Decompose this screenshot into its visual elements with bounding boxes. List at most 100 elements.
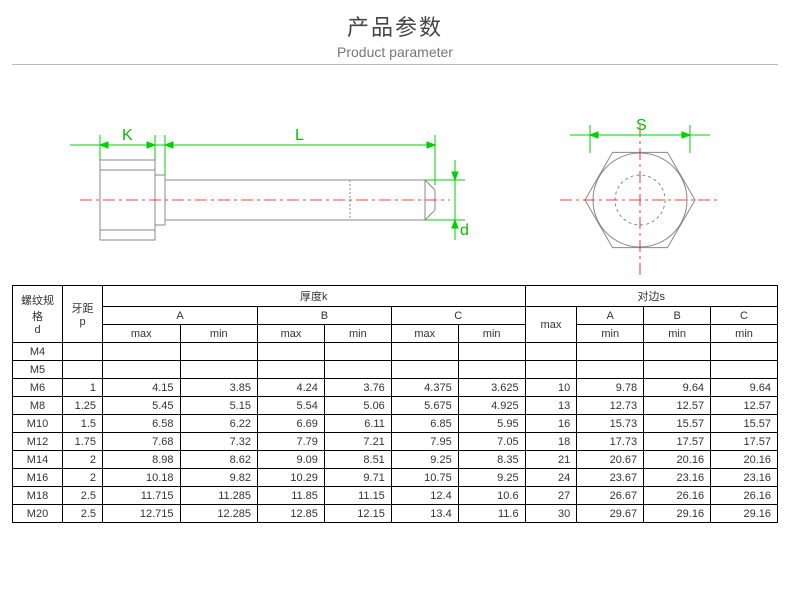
table-cell: 24 bbox=[525, 469, 577, 487]
table-cell: 20.16 bbox=[711, 451, 778, 469]
table-cell: 6.69 bbox=[258, 415, 325, 433]
table-cell: 6.58 bbox=[103, 415, 181, 433]
table-cell: 9.25 bbox=[458, 469, 525, 487]
table-cell: 7.05 bbox=[458, 433, 525, 451]
table-cell: 12.57 bbox=[711, 397, 778, 415]
table-cell: 9.64 bbox=[711, 379, 778, 397]
table-cell: 5.675 bbox=[391, 397, 458, 415]
table-cell: 12.73 bbox=[577, 397, 644, 415]
table-cell bbox=[258, 343, 325, 361]
table-cell: 10.29 bbox=[258, 469, 325, 487]
table-cell: 1.75 bbox=[63, 433, 103, 451]
header-kB-max: max bbox=[258, 325, 325, 343]
table-cell bbox=[577, 361, 644, 379]
table-cell: 5.15 bbox=[180, 397, 258, 415]
table-row: M182.511.71511.28511.8511.1512.410.62726… bbox=[13, 487, 778, 505]
header-k-C: C bbox=[391, 307, 525, 325]
table-cell: M10 bbox=[13, 415, 63, 433]
table-header: 螺纹规格 d 牙距 p 厚度k 对边s A B C max A B C max … bbox=[13, 286, 778, 343]
table-cell: 6.11 bbox=[324, 415, 391, 433]
table-cell: 6.22 bbox=[180, 415, 258, 433]
header-kA-max: max bbox=[103, 325, 181, 343]
table-cell: 8.62 bbox=[180, 451, 258, 469]
table-cell: M6 bbox=[13, 379, 63, 397]
table-cell: 20.67 bbox=[577, 451, 644, 469]
table-cell: 7.68 bbox=[103, 433, 181, 451]
table-cell: 2.5 bbox=[63, 487, 103, 505]
table-row: M4 bbox=[13, 343, 778, 361]
table-cell: M4 bbox=[13, 343, 63, 361]
table-cell: 11.6 bbox=[458, 505, 525, 523]
table-cell: 23.16 bbox=[711, 469, 778, 487]
table-cell bbox=[258, 361, 325, 379]
table-cell: 16 bbox=[525, 415, 577, 433]
table-cell: 8.35 bbox=[458, 451, 525, 469]
table-cell: 9.71 bbox=[324, 469, 391, 487]
table-cell: M5 bbox=[13, 361, 63, 379]
header-kC-max: max bbox=[391, 325, 458, 343]
table-row: M101.56.586.226.696.116.855.951615.7315.… bbox=[13, 415, 778, 433]
table-cell: 26.67 bbox=[577, 487, 644, 505]
table-cell: 17.73 bbox=[577, 433, 644, 451]
table-cell: 8.51 bbox=[324, 451, 391, 469]
table-cell: 11.15 bbox=[324, 487, 391, 505]
table-cell: 4.24 bbox=[258, 379, 325, 397]
table-row: M121.757.687.327.797.217.957.051817.7317… bbox=[13, 433, 778, 451]
header-s-B: B bbox=[644, 307, 711, 325]
table-cell: 12.85 bbox=[258, 505, 325, 523]
table-cell: 29.16 bbox=[644, 505, 711, 523]
table-cell: M18 bbox=[13, 487, 63, 505]
table-cell: 12.715 bbox=[103, 505, 181, 523]
table-cell bbox=[324, 361, 391, 379]
table-cell: 15.73 bbox=[577, 415, 644, 433]
table-cell bbox=[711, 361, 778, 379]
table-cell: 1 bbox=[63, 379, 103, 397]
table-cell bbox=[391, 343, 458, 361]
table-cell: 27 bbox=[525, 487, 577, 505]
title-cn: 产品参数 bbox=[12, 10, 778, 42]
table-cell: M16 bbox=[13, 469, 63, 487]
table-cell bbox=[458, 343, 525, 361]
header-sA-min: min bbox=[577, 325, 644, 343]
header-sC-min: min bbox=[711, 325, 778, 343]
table-cell: 15.57 bbox=[711, 415, 778, 433]
table-cell bbox=[525, 343, 577, 361]
table-cell: 12.15 bbox=[324, 505, 391, 523]
table-cell: 29.67 bbox=[577, 505, 644, 523]
table-cell: 7.79 bbox=[258, 433, 325, 451]
title-bar: 产品参数 Product parameter bbox=[12, 0, 778, 65]
table-cell: 9.78 bbox=[577, 379, 644, 397]
table-row: M81.255.455.155.545.065.6754.9251312.731… bbox=[13, 397, 778, 415]
table-cell: 9.82 bbox=[180, 469, 258, 487]
header-d: 螺纹规格 d bbox=[13, 286, 63, 343]
table-cell: 10.75 bbox=[391, 469, 458, 487]
table-cell bbox=[180, 343, 258, 361]
table-cell: 9.09 bbox=[258, 451, 325, 469]
table-cell: 3.85 bbox=[180, 379, 258, 397]
table-cell: M20 bbox=[13, 505, 63, 523]
table-cell bbox=[63, 343, 103, 361]
table-cell bbox=[644, 343, 711, 361]
table-cell: 11.285 bbox=[180, 487, 258, 505]
table-cell: 7.32 bbox=[180, 433, 258, 451]
table-cell: 2.5 bbox=[63, 505, 103, 523]
table-cell: 1.5 bbox=[63, 415, 103, 433]
table-cell bbox=[63, 361, 103, 379]
dim-label-K: K bbox=[122, 127, 133, 144]
header-kB-min: min bbox=[324, 325, 391, 343]
table-cell: 11.85 bbox=[258, 487, 325, 505]
table-cell: 2 bbox=[63, 469, 103, 487]
table-cell bbox=[644, 361, 711, 379]
spec-table: 螺纹规格 d 牙距 p 厚度k 对边s A B C max A B C max … bbox=[12, 285, 778, 523]
table-cell: 10 bbox=[525, 379, 577, 397]
header-s-A: A bbox=[577, 307, 644, 325]
header-sB-min: min bbox=[644, 325, 711, 343]
table-cell: 20.16 bbox=[644, 451, 711, 469]
table-cell: 4.925 bbox=[458, 397, 525, 415]
table-cell bbox=[324, 343, 391, 361]
table-cell: 9.25 bbox=[391, 451, 458, 469]
table-cell: 10.6 bbox=[458, 487, 525, 505]
table-row: M202.512.71512.28512.8512.1513.411.63029… bbox=[13, 505, 778, 523]
table-cell: 7.95 bbox=[391, 433, 458, 451]
table-cell: 10.18 bbox=[103, 469, 181, 487]
